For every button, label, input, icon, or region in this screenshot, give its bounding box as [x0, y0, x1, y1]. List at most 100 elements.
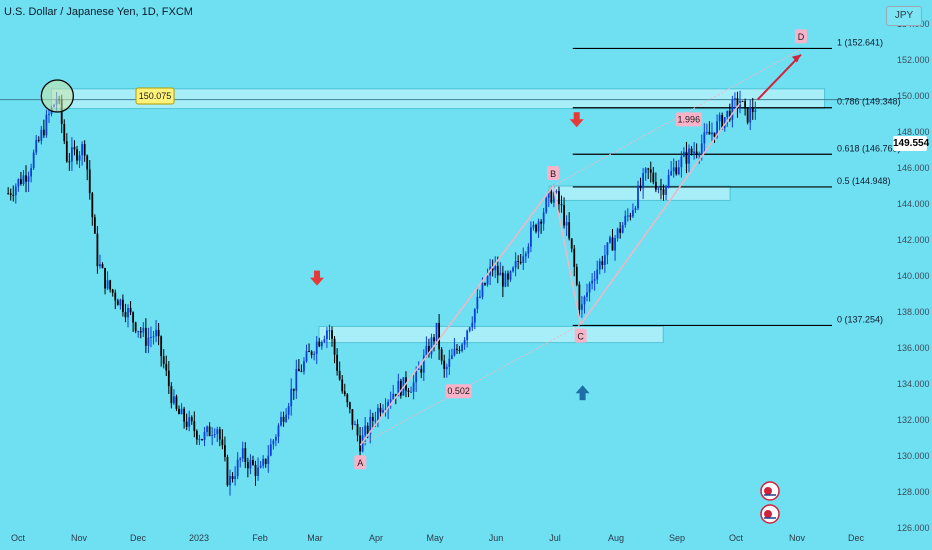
candle-body	[91, 193, 94, 218]
candle-body	[420, 368, 423, 373]
candle-body	[206, 426, 208, 432]
candle-body	[537, 221, 540, 232]
candle-body	[384, 408, 387, 410]
candle-body	[443, 360, 446, 369]
candle-body	[665, 186, 667, 195]
y-tick-label: 134.000	[897, 379, 930, 389]
y-tick-label: 130.000	[897, 451, 930, 461]
candle-body	[234, 476, 237, 480]
candle-body	[609, 237, 611, 243]
x-tick-label: Dec	[130, 533, 147, 543]
x-tick-label: Nov	[71, 533, 88, 543]
candle-body	[603, 255, 606, 265]
candle-body	[481, 283, 484, 297]
candle-body	[657, 188, 660, 190]
candle-body	[348, 402, 351, 410]
candle-body	[601, 261, 604, 265]
support-resistance-zone	[548, 185, 731, 201]
candle-body	[486, 275, 489, 285]
candle-body	[351, 409, 354, 425]
candle-body	[652, 172, 655, 182]
candle-body	[313, 353, 316, 355]
candle-body	[259, 465, 262, 468]
candle-body	[323, 339, 326, 342]
candle-body	[203, 431, 206, 441]
candle-body	[530, 227, 532, 247]
x-tick-label: Oct	[11, 533, 26, 543]
y-tick-label: 136.000	[897, 343, 930, 353]
pattern-leg-cd	[580, 102, 741, 326]
down-arrow-icon	[569, 119, 584, 128]
currency-button[interactable]: JPY	[886, 6, 922, 26]
candle-body	[463, 340, 466, 345]
candle-body	[303, 361, 305, 372]
candle-body	[433, 337, 435, 342]
x-tick-label: Dec	[848, 533, 865, 543]
candle-body	[104, 268, 106, 289]
candle-body	[45, 114, 48, 136]
candle-body	[662, 188, 665, 195]
candle-body	[96, 233, 99, 267]
zone-price-label: 150.075	[139, 91, 172, 101]
candle-body	[672, 167, 675, 172]
pattern-point-marker	[794, 29, 807, 44]
candle-body	[27, 176, 30, 182]
candle-body	[422, 355, 425, 373]
candle-body	[412, 382, 415, 392]
candle-body	[257, 467, 259, 476]
ratio-marker	[675, 112, 702, 127]
candle-body	[292, 388, 295, 391]
candle-body	[280, 416, 282, 426]
candle-body	[40, 129, 43, 141]
country-flag-icon	[764, 510, 772, 518]
candle-body	[394, 393, 397, 397]
candle-body	[173, 396, 175, 404]
y-tick-label: 150.000	[897, 91, 930, 101]
candle-body	[647, 168, 650, 170]
candle-body	[139, 331, 142, 333]
candle-body	[12, 195, 15, 197]
x-tick-label: Nov	[789, 533, 806, 543]
candle-body	[336, 354, 339, 371]
candle-body	[568, 222, 571, 239]
candle-body	[68, 161, 71, 163]
candle-body	[183, 408, 186, 422]
down-arrow-icon	[310, 277, 325, 286]
candle-body	[175, 396, 178, 409]
candle-body	[570, 238, 573, 249]
chart-title: U.S. Dollar / Japanese Yen, 1D, FXCM	[4, 6, 193, 18]
candle-body	[226, 456, 229, 486]
candle-body	[509, 271, 512, 280]
candle-body	[711, 132, 713, 135]
candle-body	[221, 439, 224, 446]
candle-body	[76, 149, 78, 161]
candle-body	[244, 448, 247, 463]
candle-body	[109, 280, 112, 290]
candle-body	[326, 330, 328, 340]
candle-body	[285, 414, 288, 422]
candle-body	[195, 431, 198, 440]
candle-body	[399, 380, 402, 396]
candle-body	[364, 425, 367, 436]
candle-body	[387, 401, 390, 409]
candle-body	[448, 358, 451, 367]
candle-body	[392, 393, 395, 400]
candle-body	[723, 117, 726, 129]
candle-body	[688, 148, 690, 164]
candle-body	[519, 261, 522, 263]
candle-body	[713, 132, 716, 137]
y-tick-label: 126.000	[897, 523, 930, 533]
candle-body	[453, 348, 456, 356]
candle-body	[356, 424, 359, 436]
candle-body	[494, 266, 497, 271]
candle-body	[277, 425, 280, 437]
candle-body	[611, 237, 614, 251]
candle-body	[471, 322, 474, 328]
candle-body	[675, 167, 678, 175]
candle-body	[558, 191, 560, 205]
candle-body	[660, 188, 662, 190]
candle-body	[624, 215, 627, 226]
candle-body	[705, 131, 708, 133]
candle-body	[170, 386, 173, 404]
